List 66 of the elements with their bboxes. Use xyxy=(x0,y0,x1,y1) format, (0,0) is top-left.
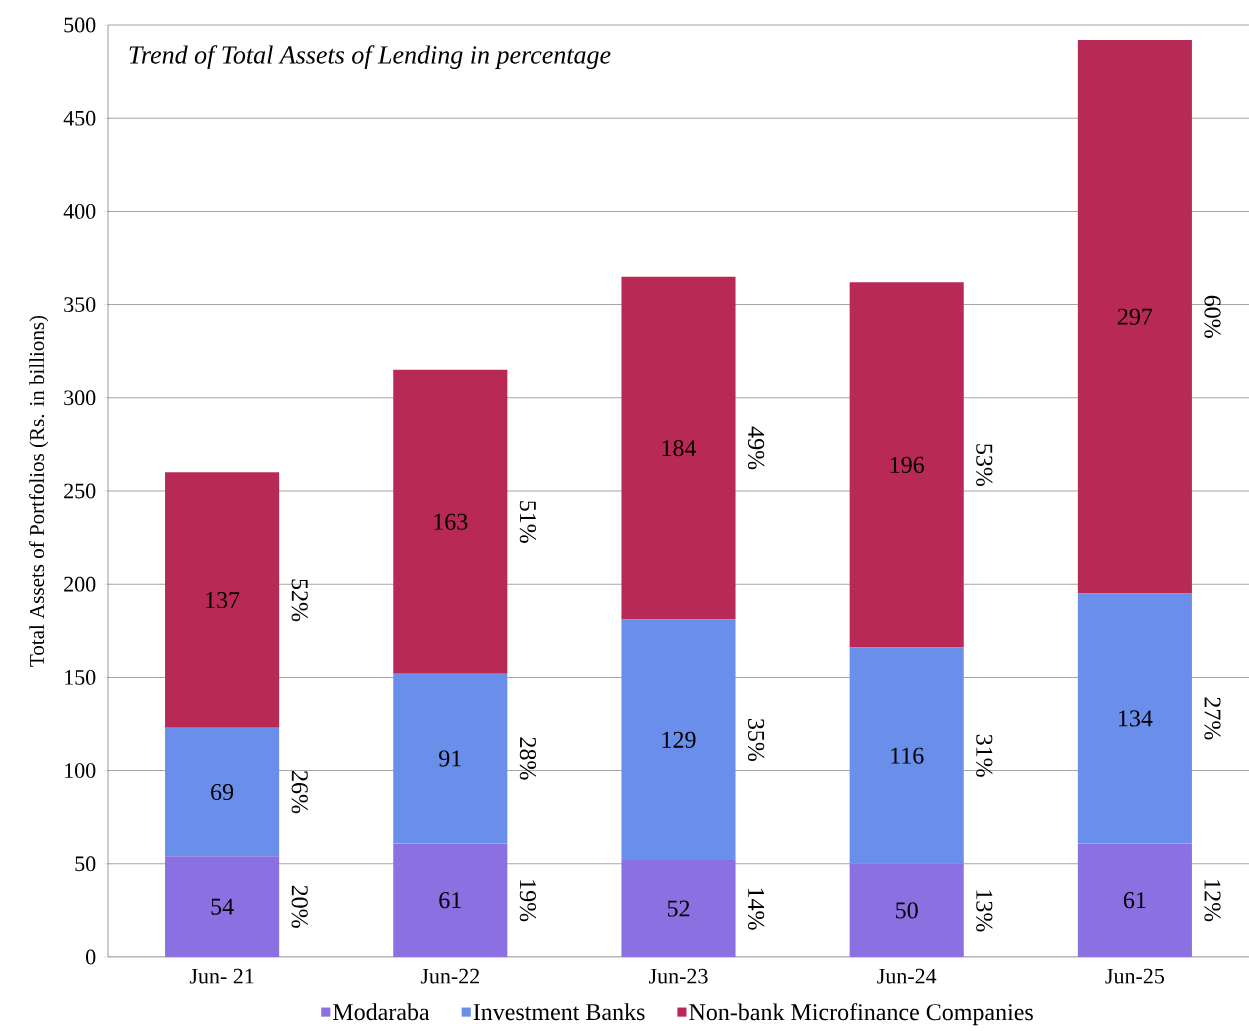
y-tick-label: 500 xyxy=(64,17,96,33)
annotation: 31% xyxy=(976,734,993,777)
data-label: 91 xyxy=(439,750,461,767)
bar xyxy=(621,860,736,957)
bar xyxy=(849,647,964,864)
x-tick-label: Jun-24 xyxy=(877,968,937,984)
bar xyxy=(393,369,508,674)
bar xyxy=(393,673,508,844)
bar xyxy=(849,282,964,648)
annotation: 27% xyxy=(1204,697,1221,740)
y-tick-label: 100 xyxy=(65,763,96,779)
annotation: 49% xyxy=(747,426,765,470)
annotation: 13% xyxy=(976,890,993,932)
data-label: 196 xyxy=(890,456,924,473)
annotation: 19% xyxy=(519,880,537,922)
annotation: 53% xyxy=(976,444,993,487)
data-label: 297 xyxy=(1117,308,1153,325)
bar xyxy=(849,863,964,957)
bar xyxy=(165,727,280,857)
bar xyxy=(1077,593,1192,844)
y-tick-label: 0 xyxy=(86,949,96,965)
legend-label: Non-bank Microfinance Companies xyxy=(689,1003,1033,1026)
legend-label: Investment Banks xyxy=(473,1003,645,1021)
y-tick-label: 300 xyxy=(64,390,96,406)
bar xyxy=(621,619,736,861)
annotation: 60% xyxy=(1204,295,1221,338)
data-label: 54 xyxy=(211,898,234,915)
data-label: 69 xyxy=(211,783,234,801)
y-tick-label: 50 xyxy=(75,856,96,872)
data-label: 184 xyxy=(662,440,697,457)
data-label: 134 xyxy=(1119,710,1153,727)
data-label: 163 xyxy=(434,513,468,530)
annotation: 14% xyxy=(747,888,765,930)
data-label: 61 xyxy=(1123,892,1146,909)
annotation: 20% xyxy=(291,885,308,928)
annotation: 35% xyxy=(747,718,765,762)
annotation: 12% xyxy=(1204,880,1221,922)
text: Trend of Total Assets of Lending in percentage xyxy=(129,45,611,70)
bar xyxy=(1077,843,1192,957)
bar xyxy=(393,843,508,957)
y-axis-title: Total Assets of Portfolios (Rs. in billions) xyxy=(29,315,49,667)
data-label: 116 xyxy=(891,747,924,764)
x-tick-label: Jun-23 xyxy=(649,968,708,984)
x-tick-label: Jun- 21 xyxy=(189,968,254,984)
bar xyxy=(621,276,736,620)
bar xyxy=(165,472,280,728)
data-label: 52 xyxy=(667,900,690,917)
y-tick-label: 250 xyxy=(64,483,96,499)
data-label: 50 xyxy=(896,902,918,919)
y-tick-label: 350 xyxy=(64,297,96,313)
data-label: 129 xyxy=(662,731,696,748)
y-tick-label: 450 xyxy=(63,110,96,126)
data-label: 137 xyxy=(206,591,240,609)
y-tick-label: 200 xyxy=(64,576,96,592)
annotation: 28% xyxy=(519,737,537,780)
legend-label: Modaraba xyxy=(333,1003,430,1021)
x-tick-label: Jun-25 xyxy=(1105,968,1164,984)
annotation: 52% xyxy=(291,579,308,622)
data-label: 61 xyxy=(439,892,461,909)
y-tick-label: 400 xyxy=(63,203,96,219)
annotation: 26% xyxy=(291,771,308,814)
x-tick-label: Jun-22 xyxy=(420,968,480,984)
bar xyxy=(165,856,280,957)
bar xyxy=(1077,39,1192,594)
y-tick-label: 150 xyxy=(65,669,96,685)
annotation: 51% xyxy=(519,501,537,543)
